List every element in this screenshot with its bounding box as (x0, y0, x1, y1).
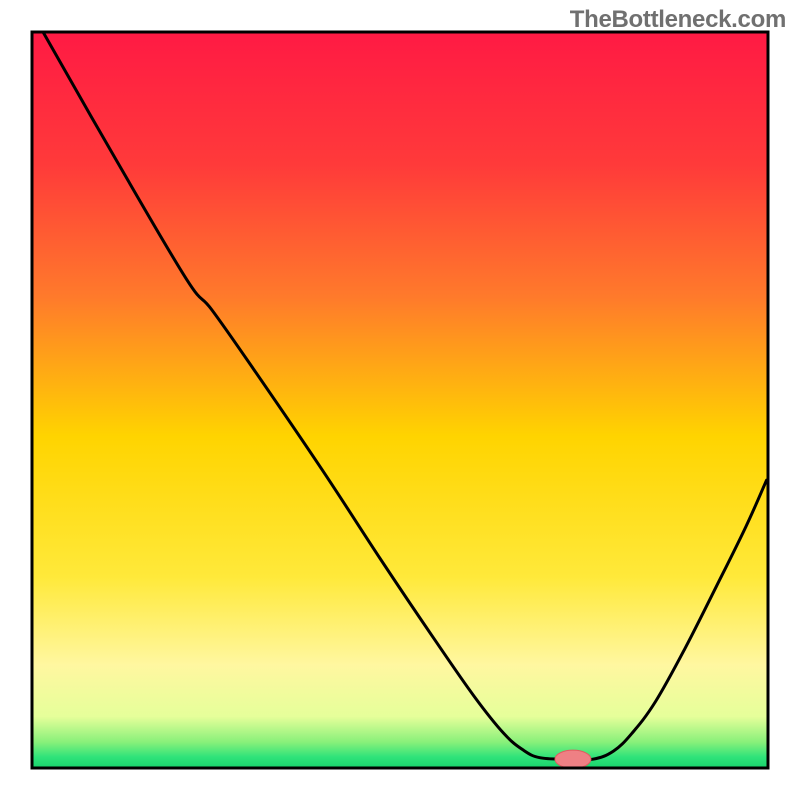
bottleneck-curve-chart (0, 0, 800, 800)
chart-container: TheBottleneck.com (0, 0, 800, 800)
watermark-label: TheBottleneck.com (570, 6, 786, 34)
optimal-point-marker (555, 750, 591, 768)
gradient-background (32, 32, 768, 768)
